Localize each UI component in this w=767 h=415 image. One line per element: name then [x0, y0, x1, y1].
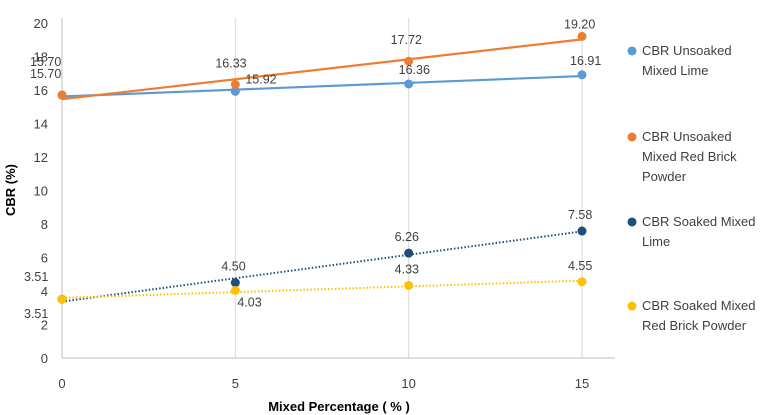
x-tick-label: 15 — [575, 376, 589, 391]
data-point-series-4 — [57, 294, 67, 304]
legend: CBR Unsoaked Mixed Lime CBR Unsoaked Mixed … — [627, 43, 755, 333]
legend-label-series-4: CBR Soaked Mixed — [642, 298, 755, 313]
data-labels: 15.70 15.92 16.36 16.91 15.70 16.33 17.72 19.20… — [24, 17, 601, 321]
data-point-series-3 — [577, 226, 587, 236]
data-point-series-2 — [230, 79, 240, 89]
trendline-series-2 — [61, 38, 583, 101]
data-point-series-3 — [230, 278, 240, 288]
y-tick-label: 12 — [34, 150, 48, 165]
y-tick-label: 18 — [34, 50, 48, 65]
trendlines — [61, 38, 583, 303]
legend-marker-series-3 — [627, 217, 637, 227]
axes — [61, 18, 615, 359]
y-tick-label: 0 — [41, 351, 48, 366]
legend-label-series-2: CBR Unsoaked — [642, 129, 732, 144]
trendline-series-4 — [61, 279, 583, 299]
x-tick-label: 10 — [401, 376, 415, 391]
data-label-series-2: 17.72 — [391, 33, 422, 47]
tick-labels: 0 5 10 15 0 2 4 6 8 10 12 14 16 18 20 — [34, 16, 590, 391]
legend-marker-series-4 — [627, 301, 637, 311]
data-label-series-4: 4.55 — [568, 259, 592, 273]
y-tick-label: 2 — [41, 318, 48, 333]
data-label-series-3: 3.51 — [24, 270, 48, 284]
legend-label-series-2: Mixed Red Brick — [642, 149, 737, 164]
y-tick-label: 6 — [41, 251, 48, 266]
legend-marker-series-1 — [627, 46, 637, 56]
x-tick-label: 0 — [58, 376, 65, 391]
trendline-series-3 — [61, 230, 583, 303]
y-tick-label: 4 — [41, 284, 48, 299]
y-tick-label: 20 — [34, 16, 48, 31]
data-point-series-3 — [404, 248, 414, 258]
data-label-series-1: 16.36 — [399, 63, 430, 77]
data-label-series-3: 7.58 — [568, 208, 592, 222]
x-tick-label: 5 — [232, 376, 239, 391]
data-point-series-1 — [230, 86, 240, 96]
data-label-series-3: 4.50 — [221, 260, 245, 274]
data-label-series-2: 15.70 — [30, 55, 61, 69]
data-point-series-2 — [404, 56, 414, 66]
data-label-series-4: 4.03 — [237, 295, 261, 309]
data-label-series-1: 15.92 — [245, 72, 276, 86]
data-label-series-2: 16.33 — [215, 56, 246, 70]
data-point-series-2 — [57, 90, 67, 100]
y-tick-label: 14 — [34, 117, 48, 132]
x-axis-title: Mixed Percentage ( % ) — [268, 399, 410, 414]
data-point-series-1 — [577, 70, 587, 80]
data-label-series-2: 19.20 — [564, 17, 595, 31]
legend-label-series-1: CBR Unsoaked — [642, 43, 732, 58]
data-point-series-4 — [577, 277, 587, 287]
data-label-series-1: 15.70 — [30, 67, 61, 81]
data-point-series-1 — [404, 79, 414, 89]
data-label-series-4: 4.33 — [395, 262, 419, 276]
y-tick-label: 8 — [41, 217, 48, 232]
trendline-series-1 — [61, 74, 583, 98]
y-axis-title: CBR (%) — [3, 164, 18, 216]
data-label-series-1: 16.91 — [570, 54, 601, 68]
legend-label-series-2: Powder — [642, 169, 687, 184]
data-label-series-4: 3.51 — [24, 307, 48, 321]
legend-label-series-4: Red Brick Powder — [642, 318, 747, 333]
y-tick-label: 10 — [34, 184, 48, 199]
data-points — [57, 31, 587, 304]
legend-label-series-1: Mixed Lime — [642, 63, 708, 78]
legend-label-series-3: CBR Soaked Mixed — [642, 214, 755, 229]
data-point-series-2 — [577, 31, 587, 41]
data-label-series-3: 6.26 — [395, 230, 419, 244]
data-point-series-4 — [404, 280, 414, 290]
legend-marker-series-2 — [627, 132, 637, 142]
data-point-series-4 — [230, 285, 240, 295]
y-tick-label: 16 — [34, 83, 48, 98]
legend-label-series-3: Lime — [642, 234, 670, 249]
